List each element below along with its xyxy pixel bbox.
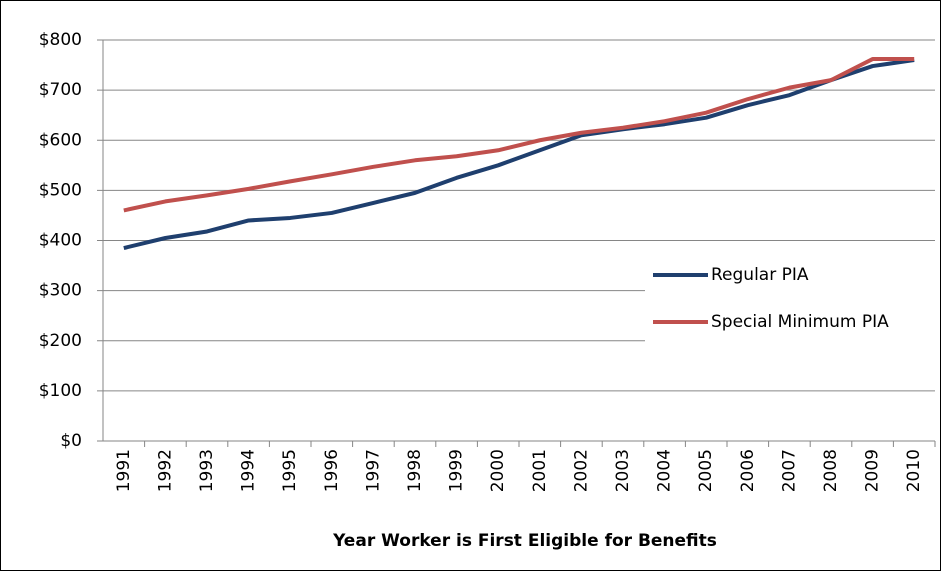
x-tick-label: 1991: [114, 449, 134, 492]
y-tick-label: $600: [39, 130, 82, 150]
legend-label: Special Minimum PIA: [711, 312, 889, 332]
x-tick-label: 2010: [904, 449, 924, 492]
x-tick-label: 2005: [696, 449, 716, 492]
x-tick-label: 1994: [239, 449, 259, 492]
x-tick-label: 2008: [821, 449, 841, 492]
legend-box: [645, 252, 940, 344]
x-tick-label: 2004: [655, 449, 675, 492]
y-tick-label: $300: [39, 281, 82, 301]
y-tick-label: $100: [39, 381, 82, 401]
x-tick-label: 2007: [779, 449, 799, 492]
x-tick-label: 2002: [571, 449, 591, 492]
y-tick-label: $700: [39, 80, 82, 100]
x-tick-label: 2000: [488, 449, 508, 492]
x-tick-label: 1997: [363, 449, 383, 492]
x-tick-label: 1992: [155, 449, 175, 492]
x-tick-label: 1995: [280, 449, 300, 492]
y-tick-label: $200: [39, 331, 82, 351]
y-tick-label: $0: [60, 431, 82, 451]
series-line: [123, 58, 915, 250]
x-axis-title: Year Worker is First Eligible for Benefi…: [332, 531, 717, 551]
y-tick-label: $400: [39, 231, 82, 251]
x-tick-label: 2009: [863, 449, 883, 492]
x-tick-label: 2001: [530, 449, 550, 492]
x-tick-label: 1993: [197, 449, 217, 492]
x-tick-label: 1999: [447, 449, 467, 492]
x-tick-label: 2006: [738, 449, 758, 492]
y-tick-label: $800: [39, 30, 82, 50]
x-tick-label: 1996: [322, 449, 342, 492]
legend-label: Regular PIA: [711, 265, 809, 285]
x-tick-label: 1998: [405, 449, 425, 492]
x-tick-label: 2003: [613, 449, 633, 492]
series-line: [123, 57, 915, 213]
y-tick-label: $500: [39, 180, 82, 200]
